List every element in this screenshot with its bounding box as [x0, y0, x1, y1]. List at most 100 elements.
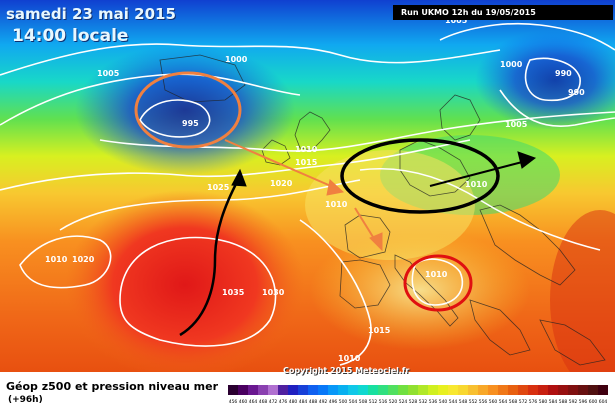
- colorbar-swatch: [598, 385, 608, 395]
- colorbar-tick-label: 572: [519, 399, 528, 405]
- colorbar-tick-label: 556: [479, 399, 488, 405]
- forecast-date: samedi 23 mai 2015: [6, 5, 176, 23]
- high-red-field: [65, 190, 305, 380]
- colorbar-tick-label: 576: [529, 399, 538, 405]
- colorbar-tick-label: 468: [259, 399, 268, 405]
- colorbar-tick-label: 516: [379, 399, 388, 405]
- colorbar-swatch: [498, 385, 508, 395]
- colorbar-swatch: [418, 385, 428, 395]
- colorbar-tick-label: 456: [229, 399, 238, 405]
- italy-circle-red: [403, 254, 473, 312]
- isobar-label: 1020: [72, 255, 95, 264]
- colorbar-tick-label: 496: [329, 399, 338, 405]
- colorbar-swatch: [298, 385, 308, 395]
- trough-circle-black: [340, 138, 500, 214]
- colorbar-swatch: [588, 385, 598, 395]
- isobar-label: 1010: [425, 270, 448, 279]
- colorbar-swatch: [408, 385, 418, 395]
- colorbar-tick-label: 588: [559, 399, 568, 405]
- isobar-labels: 1005 1000 1005 1000 990 990 1005 995 101…: [45, 16, 585, 363]
- colorbar-tick-label: 580: [539, 399, 548, 405]
- colorbar-swatch: [578, 385, 588, 395]
- colorbar-tick-label: 488: [309, 399, 318, 405]
- colorbar-swatch: [448, 385, 458, 395]
- colorbar-swatch: [338, 385, 348, 395]
- colorbar-swatch: [488, 385, 498, 395]
- colorbar-swatch: [528, 385, 538, 395]
- colorbar-swatch: [228, 385, 238, 395]
- orange-arrow-head: [326, 179, 345, 196]
- isobar-label: 1035: [222, 288, 245, 297]
- colorbar: 456 460 464 468 472 476 480 484 488 492 496 500 504 5…: [228, 385, 608, 405]
- isobar-label: 1015: [295, 158, 318, 167]
- colorbar-swatch: [328, 385, 338, 395]
- orange-arrow2-head: [369, 232, 383, 252]
- colorbar-swatch: [388, 385, 398, 395]
- black-arrow-north: [179, 179, 240, 337]
- colorbar-swatch: [468, 385, 478, 395]
- colorbar-tick-label: 464: [249, 399, 258, 405]
- colorbar-swatch: [318, 385, 328, 395]
- colorbar-tick-label: 476: [279, 399, 288, 405]
- isobar-label: 1010: [338, 354, 361, 363]
- colorbar-swatch: [258, 385, 268, 395]
- black-arrow-east-head: [517, 151, 537, 169]
- legend-title: Géop z500 et pression niveau mer: [6, 380, 218, 393]
- colorbar-tick-label: 560: [489, 399, 498, 405]
- colorbar-swatch: [518, 385, 528, 395]
- colorbar-swatch: [538, 385, 548, 395]
- isobar-label: 1010: [465, 180, 488, 189]
- colorbar-swatch: [398, 385, 408, 395]
- colorbar-swatch: [568, 385, 578, 395]
- colorbar-tick-label: 500: [339, 399, 348, 405]
- isobar-label: 1010: [45, 255, 68, 264]
- colorbar-tick-label: 536: [429, 399, 438, 405]
- east-red-field: [550, 210, 615, 390]
- colorbar-swatch: [288, 385, 298, 395]
- colorbar-tick-label: 548: [459, 399, 468, 405]
- colorbar-tick-label: 544: [449, 399, 458, 405]
- colorbar-swatch: [308, 385, 318, 395]
- colorbar-swatch: [278, 385, 288, 395]
- colorbar-swatch: [358, 385, 368, 395]
- colorbar-tick-label: 472: [269, 399, 278, 405]
- black-arrow-north-head: [231, 168, 247, 187]
- colorbar-swatch: [348, 385, 358, 395]
- copyright-label: Copyright 2015 Meteociel.fr: [283, 366, 410, 375]
- isobar-label: 1015: [368, 326, 391, 335]
- isobar-label: 1020: [270, 179, 293, 188]
- legend-subtitle: (+96h): [8, 395, 43, 405]
- colorbar-tick-label: 480: [289, 399, 298, 405]
- isobar-label: 1030: [262, 288, 285, 297]
- black-arrow-east-shaft: [429, 159, 531, 187]
- colorbar-swatch: [378, 385, 388, 395]
- isobar-label: 1005: [505, 120, 528, 129]
- isobar-label: 1025: [207, 183, 230, 192]
- forecast-time: 14:00 locale: [12, 26, 129, 46]
- low-ne-field: [475, 30, 615, 130]
- colorbar-tick-label: 524: [399, 399, 408, 405]
- colorbar-swatch: [478, 385, 488, 395]
- colorbar-swatch: [368, 385, 378, 395]
- isobar-label: 990: [568, 88, 585, 97]
- isobar-label: 990: [555, 69, 572, 78]
- isobars: [0, 22, 615, 366]
- isobar-label: 1005: [97, 69, 120, 78]
- colorbar-tick-label: 596: [579, 399, 588, 405]
- colorbar-tick-label: 564: [499, 399, 508, 405]
- colorbar-tick-label: 540: [439, 399, 448, 405]
- orange-arrow-shaft: [224, 139, 341, 191]
- colorbar-tick-label: 592: [569, 399, 578, 405]
- colorbar-tick-label: 552: [469, 399, 478, 405]
- colorbar-tick-label: 532: [419, 399, 428, 405]
- isobar-label: 995: [182, 119, 199, 128]
- isobar-label: 1010: [295, 145, 318, 154]
- colorbar-tick-label: 484: [299, 399, 308, 405]
- colorbar-tick-label: 460: [239, 399, 248, 405]
- low-west-field: [75, 45, 295, 175]
- colorbar-swatch: [558, 385, 568, 395]
- colorbar-tick-label: 568: [509, 399, 518, 405]
- colorbar-tick-label: 600: [589, 399, 598, 405]
